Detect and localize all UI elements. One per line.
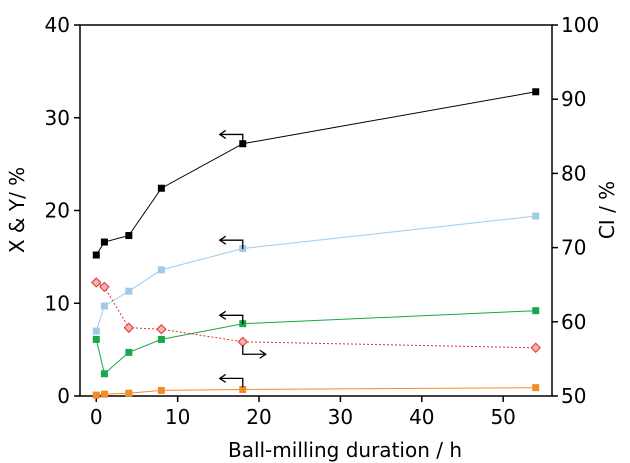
data-point-square <box>92 327 100 335</box>
data-point-square <box>157 386 165 394</box>
data-point-square <box>100 238 108 246</box>
y-left-tick-label: 40 <box>45 13 70 37</box>
data-point-square <box>100 390 108 398</box>
plot-frame <box>79 24 553 397</box>
arrow-shaft <box>242 345 266 355</box>
annotation-layer <box>218 129 267 388</box>
data-point-square <box>157 335 165 343</box>
y-right-tick-label: 80 <box>561 161 586 185</box>
data-point-square <box>100 370 108 378</box>
series-2 <box>92 212 540 335</box>
x-tick-label: 50 <box>490 405 515 429</box>
x-tick-label: 40 <box>409 405 434 429</box>
data-point-square <box>125 232 133 240</box>
data-point-diamond <box>156 324 167 335</box>
arrow-head <box>218 373 227 383</box>
data-point-diamond <box>530 342 541 353</box>
arrow-head <box>218 129 227 139</box>
data-point-square <box>92 335 100 343</box>
y-right-tick-label: 60 <box>561 310 586 334</box>
y-right-tick-label: 50 <box>561 384 586 408</box>
series-line <box>95 91 536 256</box>
data-point-square <box>92 251 100 259</box>
arrow-head <box>218 235 227 245</box>
y-left-tick-label: 0 <box>57 384 70 408</box>
series-line <box>96 282 536 349</box>
data-point-square <box>157 266 165 274</box>
data-point-square <box>125 348 133 356</box>
arrow-shaft <box>219 133 244 144</box>
arrow-shaft <box>219 314 244 325</box>
x-tick-label: 20 <box>246 405 271 429</box>
arrow-head <box>218 310 227 320</box>
data-point-square <box>157 184 165 192</box>
series-5 <box>91 277 541 353</box>
y-axis-left-ticks: 0 10 20 30 40 <box>45 13 80 408</box>
series-4 <box>92 384 540 399</box>
axis-arrow-right <box>242 345 267 359</box>
x-axis-ticks: 0 10 20 30 40 50 <box>90 396 516 429</box>
data-point-diamond <box>91 277 102 288</box>
plot-border <box>79 24 553 397</box>
y-left-tick-label: 30 <box>45 106 70 130</box>
arrow-shaft <box>219 377 244 388</box>
axis-arrow-left <box>218 129 244 144</box>
series-line <box>95 215 536 332</box>
data-point-square <box>532 307 540 315</box>
x-tick-label: 0 <box>90 405 103 429</box>
y-right-tick-label: 100 <box>561 13 599 37</box>
y-left-tick-label: 10 <box>45 291 70 315</box>
y-right-tick-label: 70 <box>561 236 586 260</box>
data-point-square <box>239 140 247 148</box>
series-3 <box>92 307 540 378</box>
series-1 <box>92 88 540 259</box>
data-point-square <box>125 287 133 295</box>
y-right-tick-label: 90 <box>561 87 586 111</box>
data-point-square <box>92 391 100 399</box>
arrow-shaft <box>219 239 244 250</box>
x-tick-label: 30 <box>328 405 353 429</box>
x-tick-label: 10 <box>165 405 190 429</box>
arrow-head <box>259 349 267 359</box>
data-point-square <box>125 389 133 397</box>
y-left-tick-label: 20 <box>45 199 70 223</box>
data-point-diamond <box>237 336 248 348</box>
data-point-diamond <box>99 281 110 293</box>
series-line <box>95 310 536 375</box>
data-point-square <box>532 212 540 220</box>
y-axis-right-ticks: 50 60 70 80 90 100 <box>552 13 599 408</box>
y-axis-right-title: CI / % <box>595 181 619 239</box>
axis-arrow-left <box>218 235 244 250</box>
data-point-diamond <box>123 322 135 333</box>
data-point-square <box>532 88 540 96</box>
y-axis-left-title: X & Y/ % <box>5 167 29 253</box>
axis-arrow-left <box>218 310 244 325</box>
x-axis-title: Ball-milling duration / h <box>228 438 462 462</box>
data-point-square <box>532 384 540 392</box>
data-point-square <box>100 302 108 310</box>
axis-arrow-left <box>218 373 244 388</box>
data-point-square <box>239 386 247 394</box>
series-layer <box>91 88 541 399</box>
